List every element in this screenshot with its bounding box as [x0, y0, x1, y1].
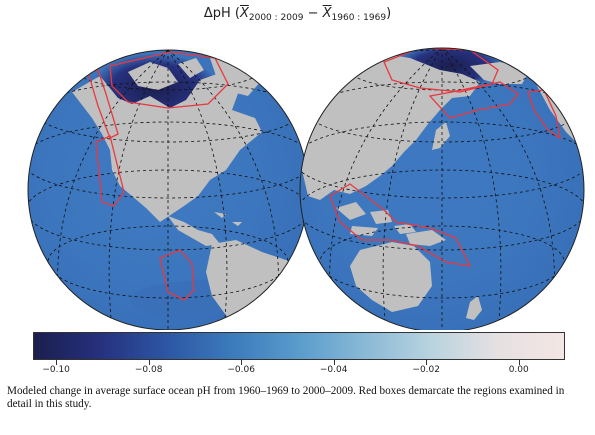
- colorbar-tick: [333, 360, 335, 365]
- right-globe: [299, 47, 585, 330]
- region-box-alaska: [87, 69, 119, 139]
- japan: [432, 122, 450, 150]
- region-box-peru: [159, 249, 195, 301]
- right-globe-outline: [299, 47, 585, 330]
- figure-title: ΔpH (X2000 : 2009 − X1960 : 1969): [203, 6, 392, 23]
- region-box-california: [95, 135, 125, 207]
- colorbar-tick-label: −0.06: [227, 365, 255, 375]
- region-box-north-pacific: [428, 81, 519, 119]
- colorbar-gradient: [34, 333, 564, 359]
- left-region-boxes: [87, 51, 229, 301]
- left-globe: [27, 49, 309, 330]
- central-america: [168, 216, 220, 246]
- colorbar-tick: [518, 360, 520, 365]
- new-zealand: [466, 296, 482, 320]
- colorbar: [33, 332, 565, 360]
- colorbar-tick: [426, 360, 428, 365]
- north-america: [72, 70, 262, 222]
- colorbar-tick: [148, 360, 150, 365]
- region-box-maritime: [329, 183, 472, 267]
- colorbar-tick-label: −0.02: [412, 365, 440, 375]
- new-guinea: [406, 230, 446, 246]
- colorbar-tick-label: −0.10: [42, 365, 70, 375]
- colorbar-tick: [56, 360, 58, 365]
- colorbar-tick-label: −0.04: [319, 365, 348, 375]
- figure-caption: Modeled change in average surface ocean …: [7, 385, 565, 410]
- colorbar-tick-label: −0.08: [134, 365, 163, 375]
- region-box-arctic: [109, 51, 229, 109]
- colorbar-tick-label: 0.00: [508, 365, 529, 375]
- globe-maps: [27, 47, 585, 330]
- colorbar-tick: [241, 360, 243, 365]
- australia: [350, 242, 432, 312]
